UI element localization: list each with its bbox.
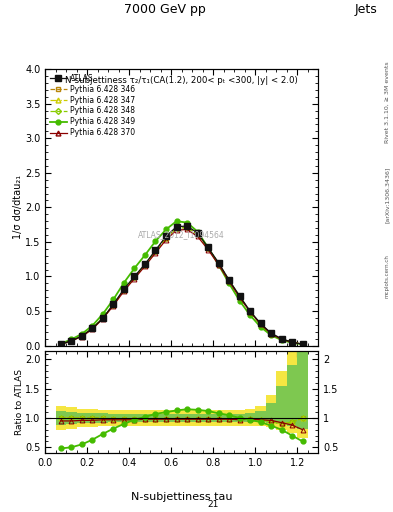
- Text: 7000 GeV pp: 7000 GeV pp: [124, 3, 206, 15]
- Y-axis label: 1/σ dσ/dtau₂₁: 1/σ dσ/dtau₂₁: [13, 175, 24, 240]
- Text: ATLAS_2012_I1094564: ATLAS_2012_I1094564: [138, 230, 225, 240]
- Text: Rivet 3.1.10, ≥ 3M events: Rivet 3.1.10, ≥ 3M events: [385, 61, 389, 143]
- Text: [arXiv:1306.3436]: [arXiv:1306.3436]: [385, 166, 389, 223]
- Legend: ATLAS, Pythia 6.428 346, Pythia 6.428 347, Pythia 6.428 348, Pythia 6.428 349, P: ATLAS, Pythia 6.428 346, Pythia 6.428 34…: [48, 71, 137, 140]
- Text: 21: 21: [208, 500, 219, 509]
- Text: mcplots.cern.ch: mcplots.cern.ch: [385, 254, 389, 298]
- Text: Jets: Jets: [354, 3, 377, 15]
- Text: N-subjettiness τ₂/τ₁(CA(1.2), 200< pₜ <300, |y| < 2.0): N-subjettiness τ₂/τ₁(CA(1.2), 200< pₜ <3…: [65, 76, 298, 85]
- Text: N-subjettiness tau: N-subjettiness tau: [131, 492, 233, 502]
- Y-axis label: Ratio to ATLAS: Ratio to ATLAS: [15, 369, 24, 435]
